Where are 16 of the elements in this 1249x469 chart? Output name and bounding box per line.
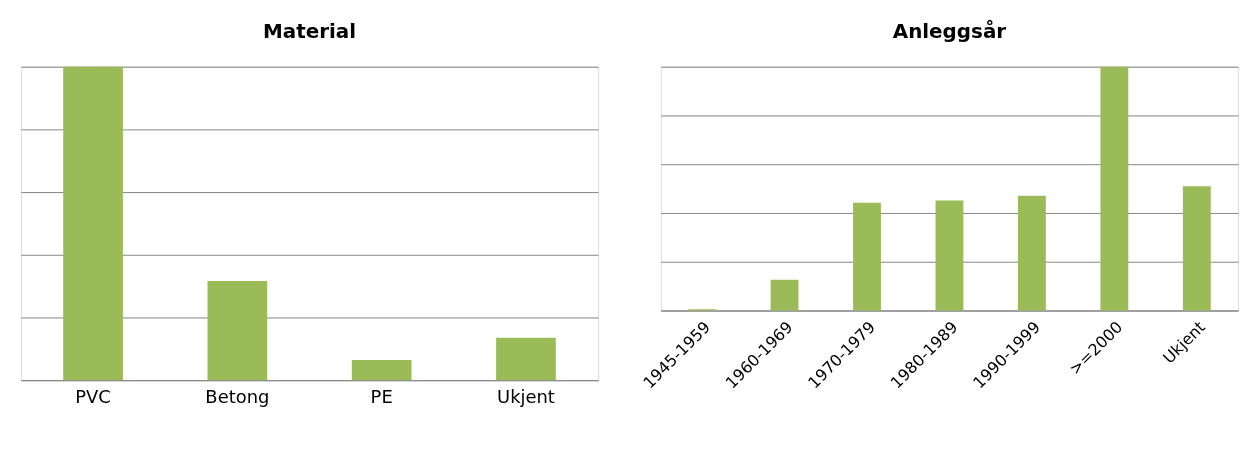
bar <box>63 66 123 381</box>
x-tick-label: Ukjent <box>497 385 555 407</box>
chart-title: Material <box>262 19 357 43</box>
bar <box>853 202 881 311</box>
chart-title: Anleggsår <box>892 18 1007 43</box>
bar <box>496 337 556 381</box>
bar <box>935 200 964 311</box>
x-tick-label: PE <box>370 385 393 407</box>
bar <box>1017 195 1046 311</box>
x-tick-label: PVC <box>75 385 111 407</box>
x-tick-label: Betong <box>205 385 270 407</box>
bar <box>207 281 268 381</box>
bar <box>351 360 412 381</box>
bar <box>770 279 799 311</box>
bar <box>1100 66 1129 311</box>
bar <box>1182 186 1211 311</box>
